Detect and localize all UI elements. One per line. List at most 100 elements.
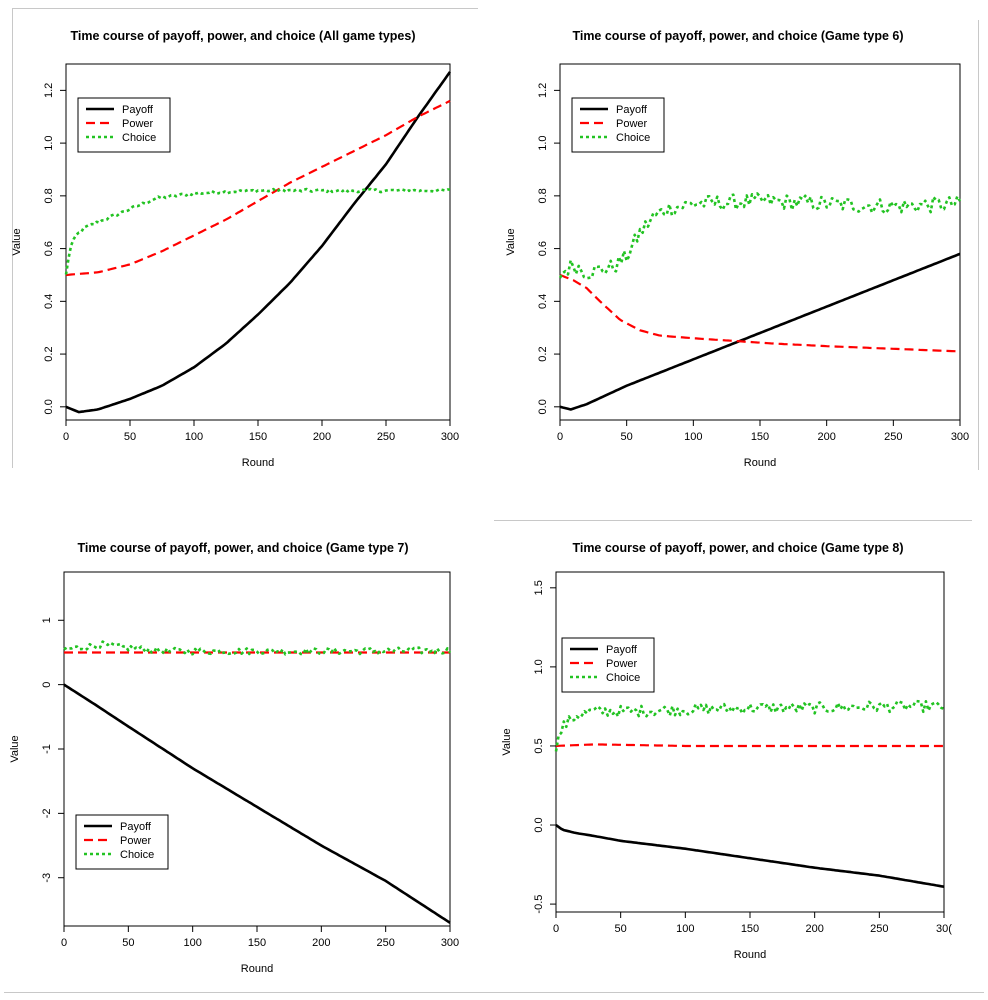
legend-label-choice: Choice [616,132,650,144]
x-tick-label: 300 [441,431,459,443]
top-rule-left [12,8,478,9]
x-tick-label: 250 [884,431,902,443]
x-tick-label: 150 [741,923,759,935]
x-axis-label: Round [734,949,766,961]
y-tick-label: 0.6 [537,241,549,256]
y-tick-label: 0.0 [533,817,545,832]
x-tick-label: 100 [185,431,203,443]
legend-box [571,97,665,153]
y-tick-label: 1.0 [537,135,549,150]
series-line-choice [554,699,945,752]
chart-title: Time course of payoff, power, and choice… [572,541,903,555]
series-line-choice [64,187,451,275]
legend-label-power: Power [616,118,648,130]
chart-panel-game-type-7: Time course of payoff, power, and choice… [9,541,459,975]
y-tick-label: 0.8 [537,188,549,203]
x-tick-label: 50 [122,937,134,949]
x-tick-label: 150 [751,431,769,443]
x-tick-label: 200 [805,923,823,935]
y-tick-label: 1.0 [43,135,55,150]
legend-label-payoff: Payoff [120,821,152,833]
legend-label-power: Power [606,658,638,670]
x-tick-label: 0 [557,431,563,443]
chart-panel-game-type-8: Time course of payoff, power, and choice… [501,541,952,961]
right-rule [978,20,979,470]
y-tick-label: 1 [41,617,53,623]
y-tick-label: 0 [41,682,53,688]
x-tick-label: 250 [870,923,888,935]
x-tick-label: 300 [441,937,459,949]
x-tick-label: 100 [183,937,201,949]
x-tick-label: 30( [936,923,952,935]
series-line-choice [558,192,962,280]
series-line-power [559,273,961,353]
left-rule [12,8,13,468]
y-tick-label: 1.2 [43,83,55,98]
chart-panel-game-type-6: Time course of payoff, power, and choice… [505,29,969,469]
legend-label-power: Power [120,835,152,847]
chart-title: Time course of payoff, power, and choice… [77,541,408,555]
series-line-payoff [65,71,452,414]
legend-box [75,814,169,870]
y-tick-label: 0.2 [43,346,55,361]
y-tick-label: 0.0 [537,399,549,414]
x-axis-label: Round [744,457,776,469]
chart-title: Time course of payoff, power, and choice… [71,29,416,43]
legend-box [77,97,171,153]
y-tick-label: 1.2 [537,83,549,98]
legend-label-payoff: Payoff [616,104,648,116]
series-line-payoff [555,823,945,888]
y-tick-label: -1 [41,744,53,754]
mid-rule-right [494,520,972,521]
x-tick-label: 100 [684,431,702,443]
x-tick-label: 300 [951,431,969,443]
y-tick-label: 0.4 [537,294,549,309]
legend-label-power: Power [122,118,154,130]
chart-title: Time course of payoff, power, and choice… [572,29,903,43]
y-tick-label: 1.0 [533,659,545,674]
y-tick-label: -3 [41,873,53,883]
series-line-payoff [63,683,451,924]
plot-frame [63,571,451,927]
series-line-power [65,99,451,277]
legend-label-choice: Choice [606,672,640,684]
x-tick-label: 150 [248,937,266,949]
y-axis-label: Value [9,735,21,762]
series-line-power [555,743,944,748]
plot-frame [555,571,945,913]
y-axis-label: Value [505,228,517,255]
legend-label-payoff: Payoff [606,644,638,656]
y-tick-label: 0.4 [43,294,55,309]
x-tick-label: 200 [313,431,331,443]
legend-label-payoff: Payoff [122,104,154,116]
x-tick-label: 50 [615,923,627,935]
y-tick-label: 0.6 [43,241,55,256]
x-tick-label: 0 [61,937,67,949]
y-tick-label: 0.0 [43,399,55,414]
x-axis-label: Round [242,457,274,469]
y-tick-label: -0.5 [533,895,545,914]
legend-label-choice: Choice [122,132,156,144]
y-axis-label: Value [11,228,23,255]
x-tick-label: 0 [63,431,69,443]
x-tick-label: 250 [377,431,395,443]
x-tick-label: 50 [621,431,633,443]
x-tick-label: 100 [676,923,694,935]
x-axis-label: Round [241,963,273,975]
legend-box [561,637,655,693]
y-tick-label: 0.2 [537,346,549,361]
chart-panel-all-game-types: Time course of payoff, power, and choice… [11,29,459,469]
series-line-payoff [559,252,961,411]
x-tick-label: 250 [376,937,394,949]
y-tick-label: -2 [41,808,53,818]
x-tick-label: 0 [553,923,559,935]
x-tick-label: 200 [817,431,835,443]
y-axis-label: Value [501,728,513,755]
x-tick-label: 200 [312,937,330,949]
legend-label-choice: Choice [120,849,154,861]
y-tick-label: 1.5 [533,580,545,595]
y-tick-label: 0.5 [533,738,545,753]
x-tick-label: 150 [249,431,267,443]
bottom-rule [4,992,984,993]
y-tick-label: 0.8 [43,188,55,203]
